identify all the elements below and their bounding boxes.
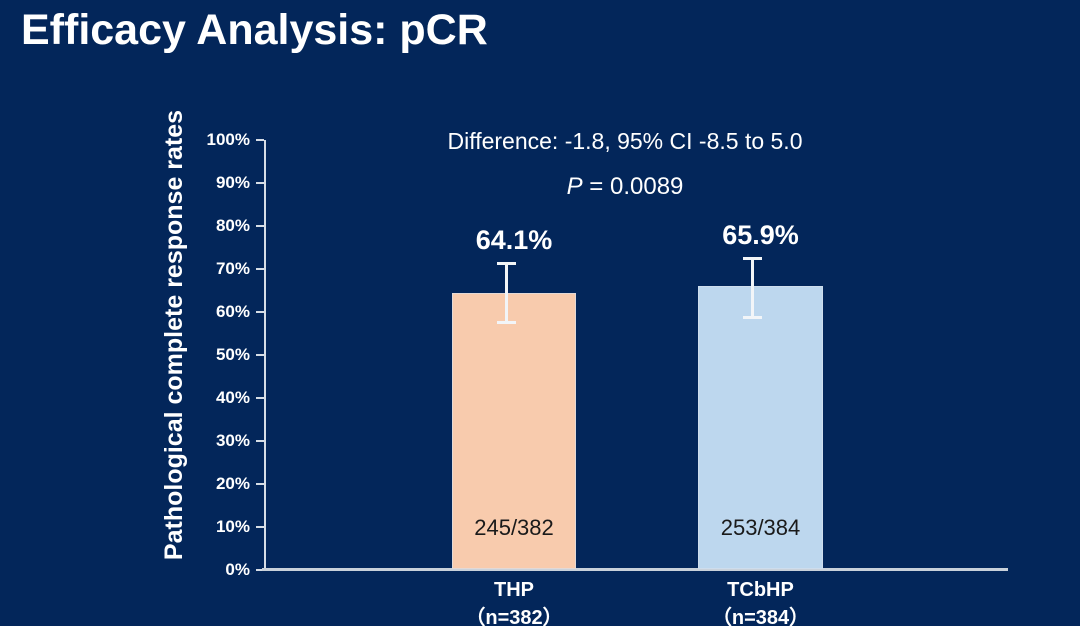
x-category-n-label: （n=384） — [711, 607, 810, 626]
error-bar-bottom-cap — [496, 320, 516, 324]
difference-annotation: Difference: -1.8, 95% CI -8.5 to 5.0 — [447, 128, 803, 154]
bar-fraction-label: 245/382 — [474, 515, 554, 540]
y-tick-mark — [256, 182, 264, 184]
error-bar-line — [751, 258, 754, 319]
y-tick-label: 20% — [215, 474, 250, 493]
bar-group-tcbhp: 65.9% 253/384 TCbHP （n=384） — [698, 0, 823, 626]
error-bar-bottom-cap — [743, 316, 762, 320]
y-tick-mark — [256, 483, 264, 485]
y-tick-mark — [256, 268, 264, 270]
y-tick-label: 0% — [225, 560, 250, 579]
y-tick-label: 60% — [215, 302, 250, 321]
y-tick-label: 90% — [215, 173, 250, 192]
y-tick-label: 100% — [206, 130, 250, 149]
y-tick-mark — [256, 311, 264, 313]
error-bar-top-cap — [496, 261, 516, 265]
slide-title: Efficacy Analysis: pCR — [21, 6, 488, 54]
y-tick-label: 70% — [215, 259, 250, 278]
y-tick-label: 50% — [215, 345, 250, 364]
bar-value-label: 64.1% — [475, 224, 553, 255]
y-tick-mark — [256, 139, 264, 141]
y-tick-mark — [256, 526, 264, 528]
y-tick-label: 40% — [215, 388, 250, 407]
bar-thp — [452, 293, 576, 569]
bar-value-label: 65.9% — [722, 220, 799, 251]
y-axis-line — [264, 140, 266, 570]
p-value-annotation: P = 0.0089 — [290, 173, 960, 201]
error-bar-line — [504, 262, 508, 323]
y-tick-mark — [256, 569, 264, 571]
x-category-label: TCbHP — [727, 579, 794, 601]
x-category-label: THP — [494, 579, 534, 601]
y-tick-mark — [256, 225, 264, 227]
p-value-text: = 0.0089 — [582, 173, 684, 200]
y-tick-label: 30% — [215, 431, 250, 450]
y-axis-title: Pathological complete response rates — [160, 109, 188, 561]
x-axis-line — [262, 568, 1008, 571]
bar-fraction-label: 253/384 — [720, 515, 801, 540]
bar-group-thp: 64.1% 245/382 THP （n=382） — [452, 0, 576, 626]
p-value-symbol: P — [566, 173, 583, 200]
y-tick-mark — [256, 354, 264, 356]
error-bar-top-cap — [743, 257, 762, 261]
y-tick-label: 80% — [215, 216, 250, 235]
x-category-n-label: （n=382） — [465, 607, 563, 626]
y-tick-label: 10% — [215, 517, 250, 536]
y-tick-mark — [256, 397, 264, 399]
bar-tcbhp — [698, 285, 823, 569]
y-tick-mark — [256, 440, 264, 442]
